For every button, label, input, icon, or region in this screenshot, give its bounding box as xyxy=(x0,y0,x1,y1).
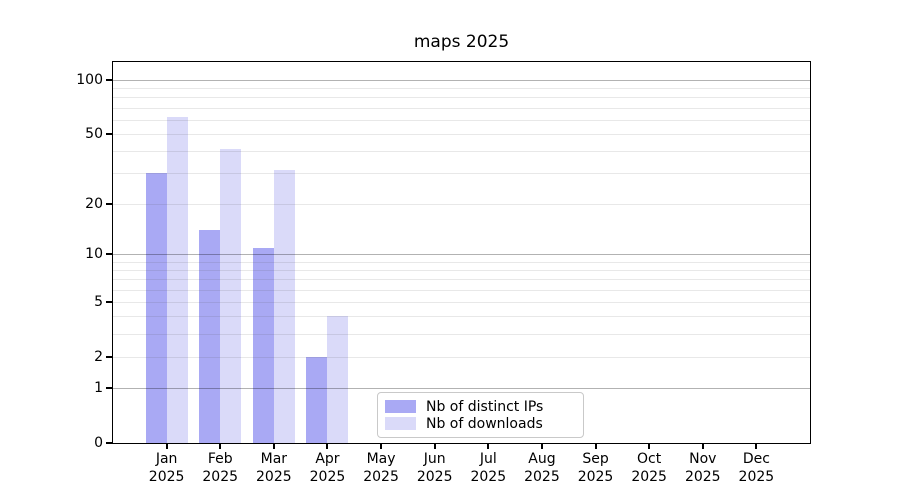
minor-gridline-2 xyxy=(113,356,810,358)
x-tick-mark-oct xyxy=(648,444,651,449)
minor-gridline-8 xyxy=(113,269,810,271)
bar-distinct-ips-jan xyxy=(145,172,167,443)
minor-gridline-3 xyxy=(113,333,810,335)
y-tick-mark-0 xyxy=(106,442,112,444)
legend-label-downloads: Nb of downloads xyxy=(426,415,543,432)
legend: Nb of distinct IPs Nb of downloads xyxy=(377,392,584,438)
y-tick-mark-2 xyxy=(106,355,112,358)
major-gridline-10 xyxy=(113,253,810,255)
bar-distinct-ips-feb xyxy=(199,230,221,443)
x-tick-label-mar: Mar 2025 xyxy=(256,451,292,485)
minor-gridline-90 xyxy=(113,87,810,89)
legend-item-downloads: Nb of downloads xyxy=(385,416,575,432)
plot-area xyxy=(112,61,811,444)
minor-gridline-70 xyxy=(113,107,810,109)
x-tick-label-apr: Apr 2025 xyxy=(309,451,346,485)
minor-gridline-50 xyxy=(113,133,810,135)
minor-gridline-4 xyxy=(113,315,810,317)
minor-gridline-80 xyxy=(113,96,810,98)
y-tick-label-20: 20 xyxy=(85,195,103,212)
x-tick-mark-may xyxy=(380,444,383,449)
x-tick-label-dec: Dec 2025 xyxy=(738,451,775,485)
x-tick-label-may: May 2025 xyxy=(363,451,399,485)
y-tick-label-1: 1 xyxy=(94,380,103,397)
y-tick-mark-5 xyxy=(106,301,112,304)
x-tick-mark-jan xyxy=(165,444,168,449)
minor-gridline-30 xyxy=(113,172,810,174)
legend-swatch-downloads xyxy=(385,417,416,430)
legend-item-distinct-ips: Nb of distinct IPs xyxy=(385,399,575,415)
x-tick-mark-sep xyxy=(594,444,597,449)
y-tick-mark-100 xyxy=(106,79,112,82)
bar-distinct-ips-mar xyxy=(252,247,274,443)
x-tick-label-jul: Jul 2025 xyxy=(470,451,507,485)
minor-gridline-7 xyxy=(113,278,810,280)
x-tick-mark-nov xyxy=(701,444,704,449)
minor-gridline-40 xyxy=(113,150,810,152)
major-gridline-100 xyxy=(113,79,810,81)
bar-downloads-mar xyxy=(273,170,295,443)
minor-gridline-6 xyxy=(113,289,810,291)
y-tick-mark-50 xyxy=(106,132,112,135)
bar-downloads-apr xyxy=(327,316,349,443)
minor-gridline-9 xyxy=(113,261,810,263)
x-tick-mark-dec xyxy=(755,444,758,449)
x-tick-mark-jul xyxy=(487,444,490,449)
x-tick-mark-mar xyxy=(272,444,275,449)
bar-downloads-feb xyxy=(220,149,242,443)
y-tick-mark-20 xyxy=(106,202,112,205)
chart-title: maps 2025 xyxy=(413,32,510,52)
y-tick-label-5: 5 xyxy=(94,294,103,311)
y-tick-label-0: 0 xyxy=(94,435,103,451)
x-tick-mark-jun xyxy=(433,444,436,449)
x-tick-mark-apr xyxy=(326,444,329,449)
bar-downloads-jan xyxy=(166,117,188,443)
x-tick-label-oct: Oct 2025 xyxy=(631,451,667,485)
x-tick-label-jan: Jan 2025 xyxy=(148,451,185,485)
x-tick-mark-feb xyxy=(219,444,222,449)
y-tick-label-2: 2 xyxy=(94,348,103,365)
minor-gridline-60 xyxy=(113,119,810,121)
minor-gridline-20 xyxy=(113,203,810,205)
y-tick-label-100: 100 xyxy=(76,72,103,89)
x-tick-label-sep: Sep 2025 xyxy=(577,451,614,485)
legend-swatch-distinct-ips xyxy=(385,400,416,413)
y-tick-mark-1 xyxy=(106,387,112,390)
minor-gridline-5 xyxy=(113,301,810,303)
bar-distinct-ips-apr xyxy=(306,356,328,443)
legend-label-distinct-ips: Nb of distinct IPs xyxy=(426,398,544,415)
y-tick-label-50: 50 xyxy=(85,125,103,142)
x-tick-label-feb: Feb 2025 xyxy=(202,451,239,485)
y-tick-mark-10 xyxy=(106,253,112,256)
major-gridline-1 xyxy=(113,387,810,389)
x-tick-mark-aug xyxy=(540,444,543,449)
x-tick-label-aug: Aug 2025 xyxy=(524,451,560,485)
x-tick-label-nov: Nov 2025 xyxy=(684,451,721,485)
x-tick-label-jun: Jun 2025 xyxy=(416,451,453,485)
y-tick-label-10: 10 xyxy=(85,246,103,263)
